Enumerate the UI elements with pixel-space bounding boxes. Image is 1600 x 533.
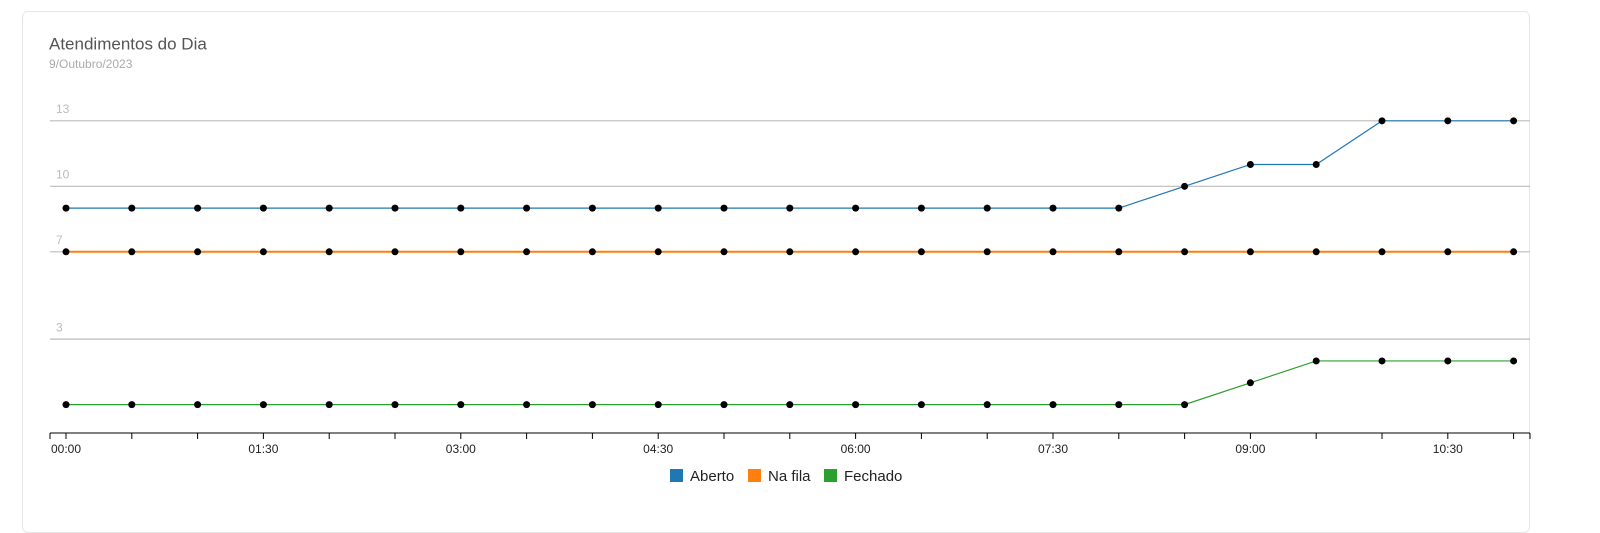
data-point (1510, 357, 1518, 365)
data-point (654, 248, 662, 256)
y-tick-label: 3 (56, 320, 63, 334)
data-point (1246, 160, 1254, 168)
x-tick-label: 00:00 (51, 442, 81, 456)
data-point (983, 401, 991, 409)
data-point (1510, 248, 1518, 256)
data-point (1246, 248, 1254, 256)
data-point (917, 204, 925, 212)
legend-label: Fechado (844, 468, 902, 485)
data-point (1444, 357, 1452, 365)
data-point (128, 204, 136, 212)
x-tick-label: 10:30 (1433, 442, 1463, 456)
y-tick-label: 13 (56, 102, 70, 116)
x-tick-label: 04:30 (643, 442, 673, 456)
data-point (1049, 204, 1057, 212)
data-point (62, 401, 70, 409)
data-point (1378, 357, 1386, 365)
data-point (588, 248, 596, 256)
data-point (194, 204, 202, 212)
series-line (66, 120, 1514, 209)
x-tick-label: 09:00 (1235, 442, 1265, 456)
data-point (457, 248, 465, 256)
data-point (1312, 160, 1320, 168)
data-point (325, 248, 333, 256)
data-point (1049, 248, 1057, 256)
data-point (1378, 248, 1386, 256)
data-point (786, 401, 794, 409)
data-point (983, 204, 991, 212)
data-point (1049, 401, 1057, 409)
data-point (391, 248, 399, 256)
data-point (588, 401, 596, 409)
data-point (259, 248, 267, 256)
data-point (983, 248, 991, 256)
data-point (1444, 248, 1452, 256)
data-point (720, 248, 728, 256)
data-point (1246, 379, 1254, 387)
data-point (1181, 401, 1189, 409)
data-point (852, 401, 860, 409)
data-point (1444, 117, 1452, 125)
y-tick-label: 10 (56, 167, 70, 181)
data-point (325, 401, 333, 409)
data-point (588, 204, 596, 212)
x-tick-label: 07:30 (1038, 442, 1068, 456)
data-point (523, 204, 531, 212)
legend-swatch (748, 469, 761, 482)
data-point (654, 204, 662, 212)
data-point (457, 204, 465, 212)
chart-title: Atendimentos do Dia (49, 34, 207, 53)
x-tick-label: 06:00 (841, 442, 871, 456)
series-line (66, 360, 1514, 406)
data-point (523, 248, 531, 256)
data-point (391, 204, 399, 212)
data-point (1181, 182, 1189, 190)
data-point (62, 204, 70, 212)
data-point (62, 248, 70, 256)
data-point (128, 401, 136, 409)
data-point (852, 248, 860, 256)
data-point (1312, 248, 1320, 256)
data-point (1312, 357, 1320, 365)
data-point (1115, 204, 1123, 212)
data-point (523, 401, 531, 409)
data-point (917, 248, 925, 256)
data-point (1115, 248, 1123, 256)
data-point (259, 204, 267, 212)
data-point (194, 401, 202, 409)
data-point (917, 401, 925, 409)
data-point (1378, 117, 1386, 125)
data-point (259, 401, 267, 409)
data-point (391, 401, 399, 409)
data-point (720, 204, 728, 212)
page: {"chart_data": {"type": "line", "title":… (22, 11, 1531, 533)
data-point (1181, 248, 1189, 256)
legend-label: Na fila (768, 468, 811, 485)
x-tick-label: 01:30 (248, 442, 278, 456)
data-point (325, 204, 333, 212)
data-point (128, 248, 136, 256)
data-point (457, 401, 465, 409)
chart-subtitle: 9/Outubro/2023 (49, 57, 133, 71)
data-point (194, 248, 202, 256)
y-tick-label: 7 (56, 233, 63, 247)
data-point (654, 401, 662, 409)
legend-swatch (824, 469, 837, 482)
chart: Atendimentos do Dia 9/Outubro/2023 3 7 10 1… (49, 34, 1531, 485)
data-point (786, 248, 794, 256)
x-tick-label: 03:00 (446, 442, 476, 456)
data-point (1115, 401, 1123, 409)
data-point (852, 204, 860, 212)
data-point (720, 401, 728, 409)
legend-swatch (670, 469, 683, 482)
legend-label: Aberto (690, 468, 734, 485)
data-point (1510, 117, 1518, 125)
data-point (786, 204, 794, 212)
